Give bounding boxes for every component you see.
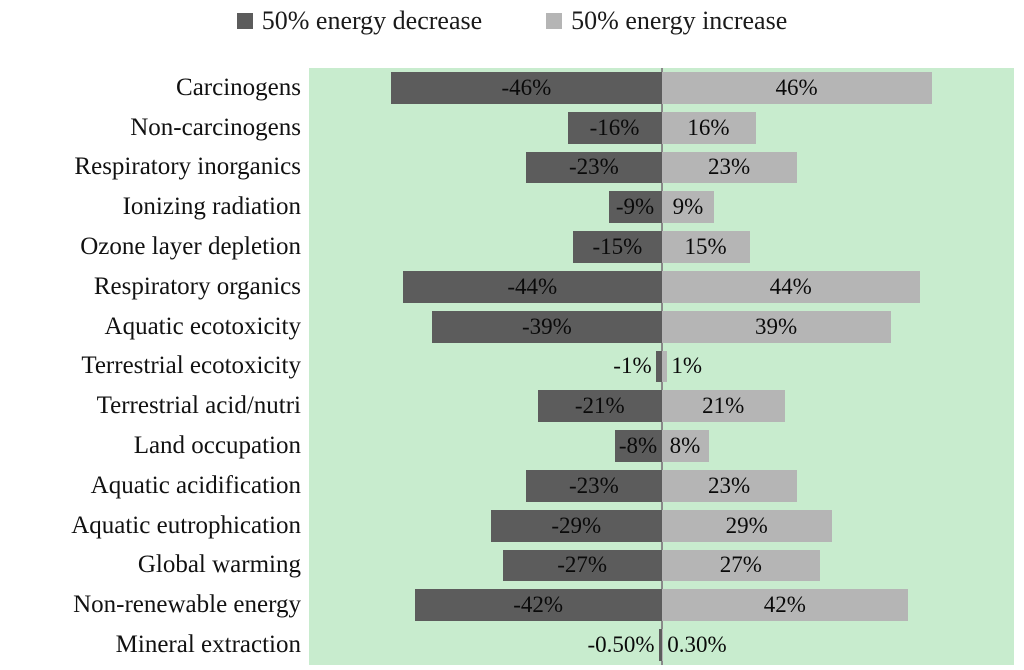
bar-increase: 39% [661, 310, 891, 343]
legend-label-increase: 50% energy increase [571, 6, 788, 35]
bar-increase: 23% [661, 469, 797, 502]
category-label: Aquatic eutrophication [71, 511, 301, 539]
bar-increase: 46% [661, 72, 932, 104]
category-axis: Carcinogens Non-carcinogens Respiratory in… [0, 68, 309, 665]
category-label: Aquatic acidification [90, 471, 301, 499]
bar-decrease: -9% [608, 191, 662, 224]
bar-decrease: -15% [573, 231, 662, 263]
bar-row: -23% 23% [309, 466, 1014, 506]
bar-increase [661, 350, 668, 383]
bar-row: -44% 44% [309, 267, 1014, 307]
bar-decrease: -8% [614, 430, 662, 462]
bar-increase: 8% [661, 430, 709, 462]
bar-row: -39% 39% [309, 307, 1014, 347]
bar-decrease: -29% [491, 509, 662, 542]
bar-row: -27% 27% [309, 546, 1014, 586]
category-label: Non-carcinogens [130, 113, 301, 141]
category-label: Respiratory organics [93, 272, 301, 300]
bar-decrease [658, 629, 662, 661]
chart-body: Carcinogens Non-carcinogens Respiratory in… [0, 68, 1014, 665]
bar-row: -42% 42% [309, 585, 1014, 625]
bar-row: -29% 29% [309, 506, 1014, 546]
category-label: Terrestrial acid/nutri [96, 392, 301, 420]
bar-increase: 15% [661, 231, 750, 263]
bar-decrease: -44% [403, 270, 662, 303]
bar-increase: 29% [661, 509, 832, 542]
legend-item-increase: 50% energy increase [546, 6, 787, 36]
bar-row: -15% 15% [309, 227, 1014, 267]
bar-decrease: -27% [502, 549, 662, 582]
bar-value-label: -0.50% [587, 632, 655, 658]
legend: 50% energy decrease 50% energy increase [0, 6, 1024, 36]
bar-increase: 27% [661, 549, 821, 582]
bar-decrease [655, 350, 662, 383]
legend-swatch-decrease-icon [236, 13, 253, 29]
bar-row: -1% 1% [309, 347, 1014, 387]
category-label: Land occupation [133, 432, 301, 460]
category-label: Carcinogens [176, 73, 301, 101]
bar-row: -8% 8% [309, 426, 1014, 466]
bar-row: -0.50% 0.30% [309, 625, 1014, 665]
bar-value-label: 1% [671, 353, 703, 379]
bar-increase: 16% [661, 111, 756, 144]
bar-decrease: -16% [567, 111, 662, 144]
bar-decrease: -39% [432, 310, 662, 343]
category-label: Global warming [137, 551, 301, 579]
category-label: Terrestrial ecotoxicity [81, 352, 301, 380]
legend-label-decrease: 50% energy decrease [261, 6, 483, 35]
bar-decrease: -21% [538, 390, 662, 423]
bar-row: -16% 16% [309, 108, 1014, 148]
category-label: Non-renewable energy [73, 591, 301, 619]
legend-item-decrease: 50% energy decrease [236, 6, 483, 36]
bar-increase: 42% [661, 589, 909, 622]
bar-decrease: -46% [391, 72, 662, 104]
bar-increase: 23% [661, 151, 797, 184]
bar-row: -21% 21% [309, 386, 1014, 426]
bar-increase: 9% [661, 191, 715, 224]
category-label: Aquatic ecotoxicity [104, 312, 301, 340]
category-label: Ionizing radiation [122, 193, 301, 221]
bar-row: -9% 9% [309, 187, 1014, 227]
bar-decrease: -42% [414, 589, 662, 622]
bar-increase: 44% [661, 270, 920, 303]
bar-row: -46% 46% [309, 68, 1014, 108]
category-label: Ozone layer depletion [80, 233, 301, 261]
bar-value-label: 0.30% [667, 632, 727, 658]
bar-increase [661, 629, 664, 661]
bar-row: -23% 23% [309, 148, 1014, 188]
category-label: Mineral extraction [115, 631, 301, 659]
bar-increase: 21% [661, 390, 785, 423]
bar-decrease: -23% [526, 151, 662, 184]
category-label: Respiratory inorganics [74, 153, 301, 181]
bar-value-label: -1% [613, 353, 652, 379]
bar-decrease: -23% [526, 469, 662, 502]
plot-area: -46% 46% -16% 16% -23% 23% -9% 9% -15% 15% -44% 44%… [309, 68, 1014, 665]
legend-swatch-increase-icon [546, 13, 563, 29]
